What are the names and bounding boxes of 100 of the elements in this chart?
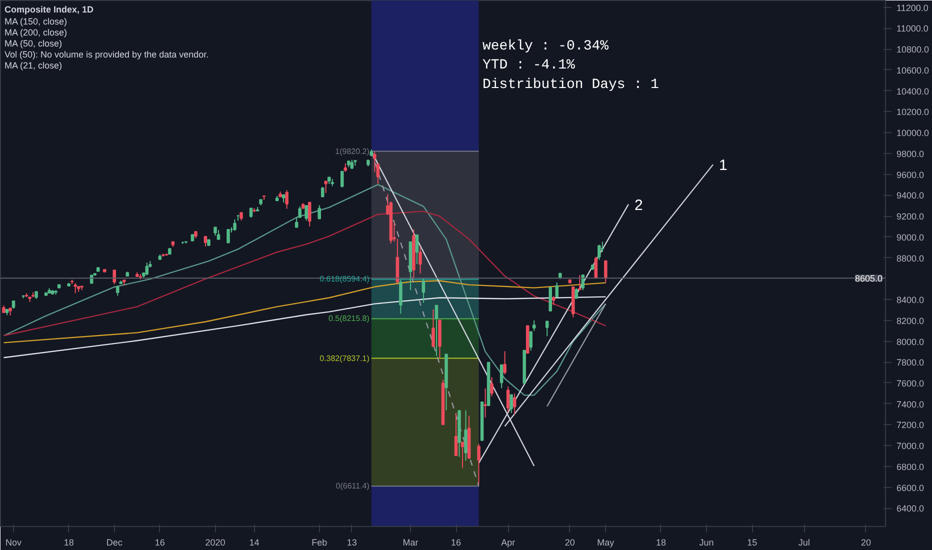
- y-tick-label: 10200.0: [896, 107, 930, 118]
- candlestick: [318, 204, 321, 220]
- ref-line-label: 8605.0: [854, 274, 883, 284]
- candlestick: [298, 206, 302, 218]
- ref-line-label: 0.618(8594.4): [320, 274, 370, 284]
- candlestick: [249, 208, 253, 218]
- y-tick-label: 6600.0: [896, 482, 924, 493]
- candlestick: [324, 180, 328, 194]
- candlestick: [204, 236, 208, 247]
- candlestick: [415, 234, 419, 265]
- ref-line-label: 0(6611.4): [336, 482, 370, 491]
- y-tick-label: 10000.0: [896, 128, 930, 138]
- y-tick-label: 9200.0: [896, 212, 924, 222]
- x-tick-label: 14: [249, 538, 260, 548]
- candlestick: [340, 170, 344, 188]
- candlestick: [226, 228, 230, 244]
- annotation: MA (150, close): [4, 16, 68, 26]
- annotation: MA (200, close): [4, 28, 68, 38]
- candlestick: [506, 386, 510, 412]
- y-tick-label: 9800.0: [896, 148, 924, 159]
- ref-line-label: 0.5(8215.8): [328, 314, 370, 324]
- y-tick-label: 6400.0: [896, 504, 924, 514]
- line-series: [3, 210, 606, 336]
- candlestick: [500, 364, 504, 389]
- y-tick-label: 8400.0: [896, 295, 924, 306]
- candlestick: [460, 442, 464, 468]
- y-tick-label: 7000.0: [896, 441, 924, 452]
- candlestick: [555, 282, 559, 298]
- ref-line-label: 0.382(7837.1): [320, 354, 370, 363]
- y-tick-label: 6800.0: [896, 462, 924, 472]
- candlestick: [454, 412, 458, 456]
- candlestick: [604, 260, 608, 284]
- annotation: MA (50, close): [4, 38, 62, 48]
- candlestick: [574, 288, 578, 300]
- candlestick: [216, 230, 220, 240]
- candlestick: [145, 262, 149, 276]
- x-tick-label: Mar: [402, 538, 418, 548]
- candlestick: [418, 246, 422, 274]
- x-tick-label: 20: [564, 538, 575, 548]
- x-tick-label: Jun: [699, 538, 714, 548]
- candlestick: [512, 392, 516, 415]
- candlestick: [432, 308, 435, 348]
- ref-line-label: 1(9820.2): [335, 146, 370, 156]
- x-tick-label: 20: [860, 538, 871, 548]
- x-tick-label: 15: [747, 538, 758, 548]
- candlestick: [422, 278, 426, 304]
- candlestick: [399, 279, 402, 314]
- annotation: weekly : -0.34% YTD : -4.1% Distribution Days : 1: [482, 38, 659, 93]
- x-tick-label: Jul: [798, 538, 810, 548]
- y-tick-label: 11000.0: [896, 24, 928, 34]
- x-tick-label: 18: [64, 538, 74, 548]
- line-series: [3, 184, 606, 396]
- x-tick-label: 16: [451, 538, 462, 548]
- candlestick: [578, 274, 582, 290]
- candlestick: [233, 218, 236, 232]
- candlestick: [503, 350, 506, 375]
- candlestick: [74, 282, 77, 294]
- candlestick: [320, 186, 324, 198]
- x-tick-label: 13: [346, 538, 357, 548]
- x-tick-label: Dec: [106, 538, 123, 548]
- candlestick: [304, 205, 308, 222]
- y-tick-label: 11200.0: [896, 2, 928, 13]
- y-tick-label: 10400.0: [896, 86, 930, 96]
- candlestick: [477, 443, 480, 485]
- y-tick-label: 8000.0: [896, 336, 924, 347]
- y-tick-label: 10600.0: [896, 65, 930, 76]
- y-tick-label: 9400.0: [896, 190, 924, 201]
- y-tick-label: 10800.0: [896, 44, 930, 55]
- candlestick: [510, 394, 513, 414]
- candlestick: [532, 320, 536, 332]
- x-tick-label: 2020: [205, 538, 226, 548]
- y-tick-label: 7800.0: [896, 358, 924, 368]
- x-tick-label: May: [597, 538, 615, 548]
- y-tick-label: 7200.0: [896, 420, 924, 430]
- candlestick: [548, 286, 552, 312]
- candlestick: [112, 270, 116, 285]
- x-tick-label: Apr: [501, 538, 516, 548]
- annotation: MA (21, close): [4, 60, 62, 70]
- x-tick-label: 16: [154, 538, 165, 548]
- candlestick: [308, 202, 312, 227]
- annotation: Vol (50): No volume is provided by the data vendor.: [4, 50, 209, 60]
- candlestick: [529, 330, 532, 352]
- candlestick: [598, 244, 601, 260]
- chart-title: Composite Index, 1D: [4, 4, 94, 14]
- y-tick-label: 8200.0: [896, 316, 924, 326]
- x-tick-label: Nov: [6, 538, 22, 548]
- annotation: 2: [634, 196, 643, 214]
- candlestick: [434, 304, 438, 356]
- y-tick-label: 7600.0: [896, 378, 924, 388]
- y-tick-label: 7400.0: [896, 399, 924, 410]
- candlestick: [490, 376, 494, 397]
- candlestick: [285, 190, 288, 210]
- y-tick-label: 9000.0: [896, 232, 924, 242]
- y-tick-label: 9600.0: [896, 170, 924, 180]
- x-tick-label: 18: [656, 538, 666, 548]
- y-tick-label: 8800.0: [896, 253, 924, 264]
- candlestick: [464, 410, 468, 462]
- x-tick-label: Feb: [312, 538, 328, 548]
- candlestick: [484, 388, 487, 418]
- annotation: 1: [719, 157, 728, 174]
